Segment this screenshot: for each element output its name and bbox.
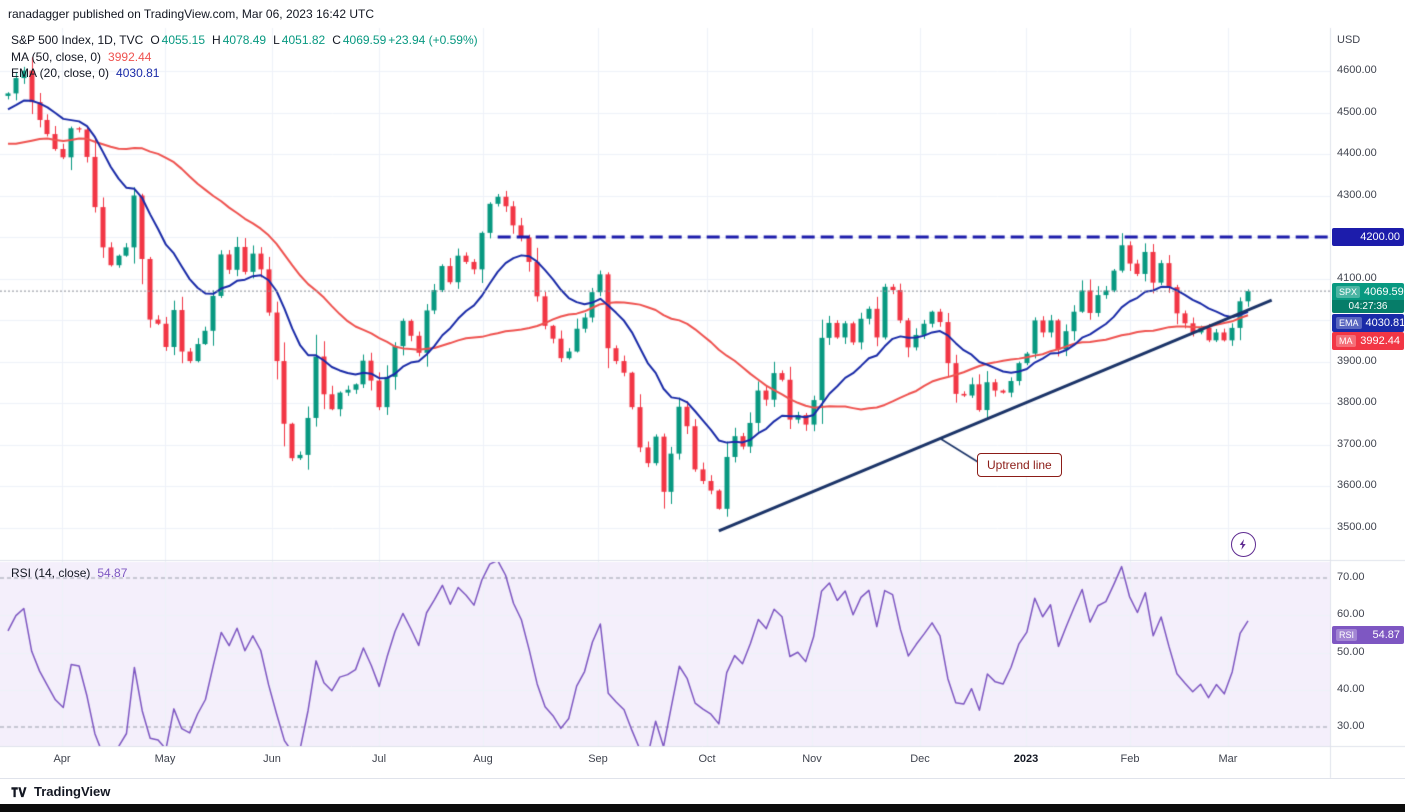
price-tick: 3900.00 (1337, 355, 1377, 367)
level-price-badge: 4200.00 (1332, 228, 1404, 246)
candlestick-chart-canvas[interactable] (0, 0, 1405, 780)
x-axis-label: Dec (910, 753, 930, 765)
ema-price-value: 4030.81 (1365, 317, 1405, 329)
price-tick: 4500.00 (1337, 106, 1377, 118)
price-tick: 3700.00 (1337, 438, 1377, 450)
rsi-legend-row: RSI (14, close) 54.87 (11, 566, 127, 580)
rsi-legend-label[interactable]: RSI (14, close) (11, 566, 91, 580)
rsi-tick: 70.00 (1337, 571, 1365, 583)
ma-legend-row: MA (50, close, 0) 3992.44 (11, 50, 151, 64)
change-value: +23.94 (+0.59%) (388, 33, 478, 47)
ohlc-high-value: 4078.49 (222, 33, 267, 47)
last-price-value: 4069.59 (1364, 285, 1404, 298)
rsi-tick: 30.00 (1337, 720, 1365, 732)
ohlc-low-label: L (273, 33, 280, 47)
x-axis-label: Oct (698, 753, 716, 765)
x-axis-label: Jun (263, 753, 281, 765)
publish-text: ranadagger published on TradingView.com,… (8, 7, 375, 21)
rsi-tick: 50.00 (1337, 646, 1365, 658)
price-tick: 4300.00 (1337, 189, 1377, 201)
ma-price-badge: MA 3992.44 (1332, 332, 1404, 350)
level-price-value: 4200.00 (1360, 231, 1400, 243)
axis-currency-label: USD (1337, 34, 1361, 46)
x-axis-label: Jul (371, 753, 387, 765)
uptrend-line-label[interactable]: Uptrend line (977, 453, 1062, 477)
price-tick: 3800.00 (1337, 396, 1377, 408)
ema-legend-row: EMA (20, close, 0) 4030.81 (11, 66, 159, 80)
rsi-chip: RSI (1336, 629, 1358, 641)
x-axis-label: Apr (53, 753, 71, 765)
rsi-badge-value: 54.87 (1372, 629, 1400, 641)
x-axis-label: Aug (473, 753, 493, 765)
ohlc-close-value: 4069.59 (342, 33, 387, 47)
lightning-bolt-icon[interactable] (1231, 532, 1256, 557)
price-tick: 3600.00 (1337, 479, 1377, 491)
x-axis-label: Sep (588, 753, 608, 765)
price-tick: 3500.00 (1337, 521, 1377, 533)
ohlc-open-label: O (150, 33, 160, 47)
ohlc-high-label: H (212, 33, 221, 47)
rsi-legend-value: 54.87 (97, 566, 128, 580)
ma-chip: MA (1336, 335, 1356, 347)
ohlc-low-value: 4051.82 (281, 33, 326, 47)
footer-bar: TradingView (0, 778, 1405, 804)
main-legend-row: S&P 500 Index, 1D, TVC O 4055.15 H 4078.49 L 4… (11, 33, 478, 47)
ma-legend-label[interactable]: MA (50, close, 0) (11, 50, 102, 64)
x-axis-label: Nov (802, 753, 822, 765)
symbol-title[interactable]: S&P 500 Index, 1D, TVC (11, 33, 144, 47)
symbol-chip: SPX (1336, 285, 1361, 298)
tradingview-logo-icon[interactable] (10, 783, 27, 800)
ema-price-badge: EMA 4030.81 (1332, 314, 1405, 332)
bolt-glyph (1239, 539, 1246, 550)
price-tick: 4100.00 (1337, 272, 1377, 284)
ohlc-open-value: 4055.15 (161, 33, 206, 47)
x-axis-label: May (154, 753, 176, 765)
x-axis-label: Feb (1120, 753, 1140, 765)
brand-name[interactable]: TradingView (34, 784, 111, 799)
ma-price-value: 3992.44 (1360, 335, 1400, 347)
rsi-tick: 60.00 (1337, 608, 1365, 620)
x-axis-label-year: 2023 (1013, 753, 1039, 765)
last-price-badge: SPX 4069.59 04:27:36 (1332, 283, 1404, 313)
price-tick: 4600.00 (1337, 64, 1377, 76)
ohlc-close-label: C (332, 33, 341, 47)
ema-legend-label[interactable]: EMA (20, close, 0) (11, 66, 110, 80)
rsi-value-badge: RSI 54.87 (1332, 626, 1404, 644)
bottom-black-strip (0, 804, 1405, 812)
rsi-tick: 40.00 (1337, 683, 1365, 695)
ma-legend-value: 3992.44 (108, 50, 152, 64)
price-tick: 4400.00 (1337, 147, 1377, 159)
ema-legend-value: 4030.81 (116, 66, 160, 80)
x-axis-label: Mar (1218, 753, 1238, 765)
ema-chip: EMA (1336, 317, 1362, 329)
bar-countdown: 04:27:36 (1332, 300, 1404, 313)
